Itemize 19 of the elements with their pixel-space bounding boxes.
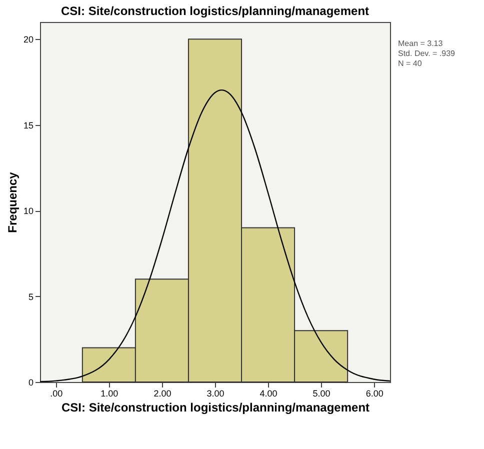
y-tick-label: 10	[23, 206, 34, 216]
text: Mean = 3.13	[398, 39, 444, 48]
text: N = 40	[398, 59, 422, 68]
chart-title: CSI: Site/construction logistics/planning/management	[60, 4, 370, 18]
y-tick-label: 5	[28, 292, 34, 302]
text: Std. Dev. = .939	[398, 49, 456, 58]
x-tick-label: .00	[50, 388, 63, 398]
line-series	[40, 89, 390, 382]
x-tick-label: 4.00	[260, 388, 278, 398]
y-axis-title: Frequency	[5, 172, 20, 233]
x-tick-label: 3.00	[206, 388, 224, 398]
y-tick-label: 15	[23, 120, 34, 130]
x-tick-label: 5.00	[312, 388, 330, 398]
y-tick-label: 0	[28, 378, 34, 388]
x-tick-label: 1.00	[100, 388, 118, 398]
x-axis-title: CSI: Site/construction logistics/planning/management	[61, 400, 370, 414]
x-tick-label: 6.00	[366, 388, 384, 398]
y-tick-label: 20	[23, 34, 34, 45]
x-tick-label: 2.00	[154, 388, 172, 398]
